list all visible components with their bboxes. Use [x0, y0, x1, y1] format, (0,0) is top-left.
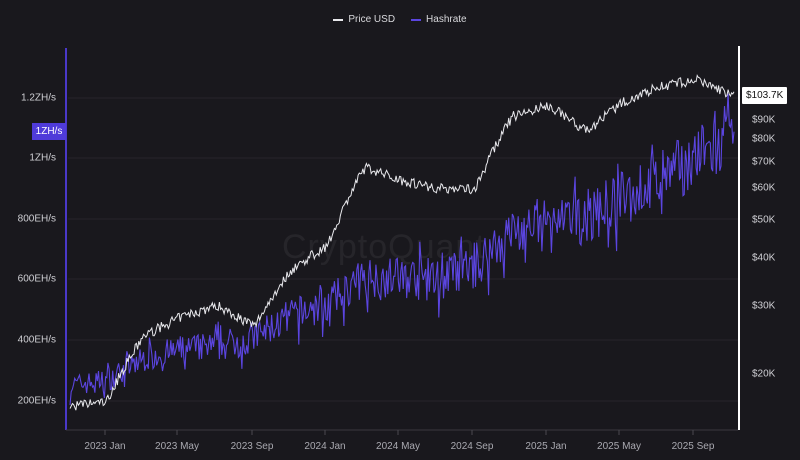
x-axis-tick-label: 2025 Jan [525, 441, 567, 452]
left-axis-tick-label: 800EH/s [17, 213, 56, 225]
x-axis-tick-label: 2023 Sep [230, 441, 274, 452]
right-axis-tick-label: $20K [752, 368, 776, 380]
legend-item-hashrate[interactable]: Hashrate [411, 14, 467, 25]
right-axis-tick-label: $50K [752, 214, 776, 226]
price-series [69, 74, 735, 411]
right-axis-tick-label: $60K [752, 182, 776, 194]
price-line-swatch-icon [333, 18, 344, 21]
x-axis-tick-label: 2024 May [376, 441, 420, 452]
left-axis-tick-label: 1ZH/s [29, 152, 56, 164]
chart-legend: Price USD Hashrate [0, 14, 800, 25]
right-axis-tick-label: $30K [752, 300, 776, 312]
legend-label-price: Price USD [348, 14, 396, 25]
left-axis-tick-label: 1.2ZH/s [20, 92, 56, 104]
legend-label-hashrate: Hashrate [426, 14, 467, 25]
crosshair-value-badge: 1ZH/s [32, 123, 66, 140]
x-axis-tick-label: 2023 May [155, 441, 199, 452]
right-axis-tick-label: $40K [752, 252, 776, 264]
x-axis-tick-label: 2025 May [597, 441, 641, 452]
right-axis-tick-label: $80K [752, 133, 776, 145]
x-axis-tick-label: 2024 Sep [450, 441, 494, 452]
hashrate-line-swatch-icon [411, 18, 422, 21]
x-axis-ticks [104, 430, 694, 435]
right-axis-tick-label: $70K [752, 156, 776, 168]
right-axis-tick-label: $90K [752, 114, 776, 126]
hashrate-series [69, 93, 735, 405]
legend-item-price[interactable]: Price USD [333, 14, 395, 25]
x-axis-tick-label: 2024 Jan [304, 441, 346, 452]
left-axis-tick-label: 200EH/s [17, 395, 56, 407]
x-axis-tick-label: 2023 Jan [84, 441, 126, 452]
left-axis-tick-label: 400EH/s [17, 334, 56, 346]
last-price-badge: $103.7K [742, 87, 788, 104]
left-axis-tick-label: 600EH/s [17, 273, 56, 285]
x-axis-tick-label: 2025 Sep [671, 441, 715, 452]
